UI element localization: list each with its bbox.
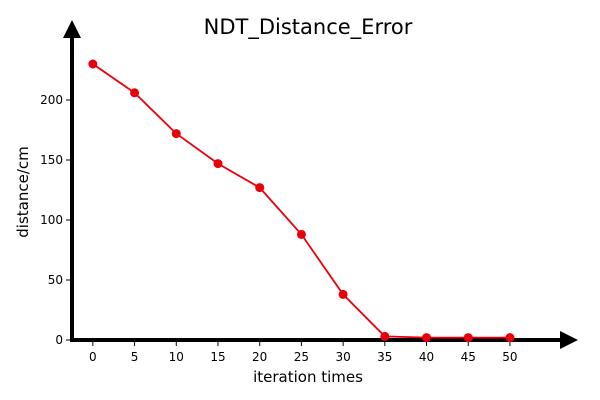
data-point bbox=[255, 183, 265, 193]
y-axis-arrow bbox=[63, 20, 81, 38]
data-series bbox=[88, 59, 515, 343]
data-point bbox=[296, 229, 306, 239]
y-tick-label: 50 bbox=[48, 273, 63, 287]
x-tick-label: 15 bbox=[210, 350, 225, 364]
y-tick-label: 100 bbox=[40, 213, 63, 227]
x-tick-label: 30 bbox=[335, 350, 350, 364]
data-point bbox=[505, 333, 515, 343]
y-tick-label: 200 bbox=[40, 93, 63, 107]
data-point bbox=[463, 333, 473, 343]
y-axis-ticks: 0 50 100 150 200 bbox=[40, 93, 70, 347]
x-tick-label: 45 bbox=[461, 350, 476, 364]
data-point bbox=[338, 289, 348, 299]
y-tick-label: 150 bbox=[40, 153, 63, 167]
axes bbox=[63, 20, 578, 349]
x-tick-label: 20 bbox=[252, 350, 267, 364]
chart-title: NDT_Distance_Error bbox=[204, 15, 413, 40]
data-point bbox=[171, 129, 181, 139]
x-tick-label: 35 bbox=[377, 350, 392, 364]
data-point bbox=[88, 59, 98, 69]
data-point bbox=[422, 333, 432, 343]
x-axis-arrow bbox=[560, 331, 578, 349]
x-tick-label: 25 bbox=[294, 350, 309, 364]
series-line bbox=[92, 63, 510, 339]
y-axis-label: distance/cm bbox=[14, 146, 32, 237]
x-tick-label: 40 bbox=[419, 350, 434, 364]
x-axis-label: iteration times bbox=[253, 368, 363, 386]
x-tick-label: 0 bbox=[89, 350, 97, 364]
x-axis-ticks: 0 5 10 15 20 25 30 35 40 45 50 bbox=[89, 342, 518, 364]
data-point bbox=[213, 159, 223, 169]
data-point bbox=[380, 331, 390, 341]
x-tick-label: 10 bbox=[169, 350, 184, 364]
x-tick-label: 50 bbox=[502, 350, 517, 364]
y-tick-label: 0 bbox=[55, 333, 63, 347]
x-tick-label: 5 bbox=[131, 350, 139, 364]
data-point bbox=[130, 88, 140, 98]
